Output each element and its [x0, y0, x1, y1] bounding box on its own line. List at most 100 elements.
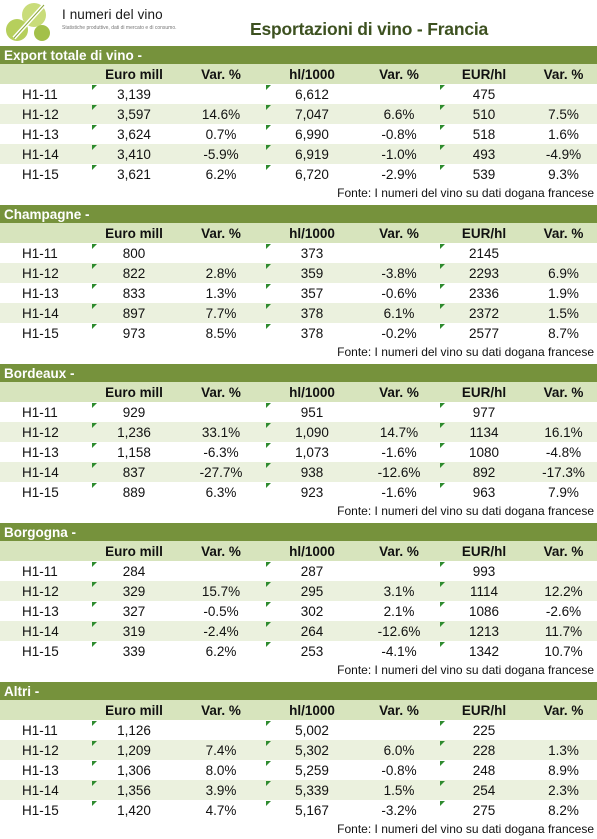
value-cell[interactable]: -12.6% [360, 621, 438, 641]
value-cell[interactable]: 493 [438, 144, 530, 164]
value-cell[interactable]: 2.1% [360, 601, 438, 621]
period-cell[interactable]: H1-11 [22, 563, 58, 579]
value-cell[interactable]: 7.7% [178, 303, 264, 323]
value-cell[interactable]: 6.9% [530, 263, 597, 283]
period-cell[interactable]: H1-12 [22, 265, 59, 281]
value-cell[interactable]: 475 [438, 84, 530, 104]
value-cell[interactable]: 8.7% [530, 323, 597, 343]
value-cell[interactable]: 3,410 [90, 144, 178, 164]
value-cell[interactable]: 1342 [438, 641, 530, 661]
value-cell[interactable]: 225 [438, 720, 530, 740]
value-cell[interactable]: 1134 [438, 422, 530, 442]
value-cell[interactable]: 897 [90, 303, 178, 323]
value-cell[interactable]: -0.2% [360, 323, 438, 343]
value-cell[interactable]: 822 [90, 263, 178, 283]
value-cell[interactable]: 3.1% [360, 581, 438, 601]
value-cell[interactable]: 977 [438, 402, 530, 422]
value-cell[interactable] [530, 84, 597, 104]
value-cell[interactable]: 8.2% [530, 800, 597, 820]
value-cell[interactable]: -2.9% [360, 164, 438, 184]
value-cell[interactable]: 6,990 [264, 124, 360, 144]
period-cell[interactable]: H1-11 [22, 86, 58, 102]
value-cell[interactable]: 5,167 [264, 800, 360, 820]
value-cell[interactable]: 1,356 [90, 780, 178, 800]
value-cell[interactable]: -4.9% [530, 144, 597, 164]
value-cell[interactable] [178, 243, 264, 263]
period-cell[interactable]: H1-13 [22, 444, 59, 460]
value-cell[interactable]: 15.7% [178, 581, 264, 601]
value-cell[interactable]: 6,612 [264, 84, 360, 104]
value-cell[interactable]: 327 [90, 601, 178, 621]
value-cell[interactable]: 5,002 [264, 720, 360, 740]
value-cell[interactable]: 2372 [438, 303, 530, 323]
value-cell[interactable]: 287 [264, 561, 360, 581]
value-cell[interactable]: 284 [90, 561, 178, 581]
value-cell[interactable]: 14.6% [178, 104, 264, 124]
value-cell[interactable]: 10.7% [530, 641, 597, 661]
value-cell[interactable]: 1.3% [530, 740, 597, 760]
value-cell[interactable]: 378 [264, 323, 360, 343]
value-cell[interactable]: 1.9% [530, 283, 597, 303]
value-cell[interactable]: 7.9% [530, 482, 597, 502]
value-cell[interactable]: 359 [264, 263, 360, 283]
value-cell[interactable]: 833 [90, 283, 178, 303]
value-cell[interactable]: 339 [90, 641, 178, 661]
period-cell[interactable]: H1-13 [22, 126, 59, 142]
value-cell[interactable]: 378 [264, 303, 360, 323]
value-cell[interactable]: -12.6% [360, 462, 438, 482]
value-cell[interactable]: -0.8% [360, 124, 438, 144]
period-cell[interactable]: H1-11 [22, 245, 58, 261]
value-cell[interactable]: 2145 [438, 243, 530, 263]
value-cell[interactable]: 12.2% [530, 581, 597, 601]
period-cell[interactable]: H1-15 [22, 166, 59, 182]
value-cell[interactable]: 2.8% [178, 263, 264, 283]
value-cell[interactable]: 1114 [438, 581, 530, 601]
value-cell[interactable]: -3.2% [360, 800, 438, 820]
period-cell[interactable]: H1-13 [22, 285, 59, 301]
period-cell[interactable]: H1-14 [22, 623, 59, 639]
period-cell[interactable]: H1-14 [22, 305, 59, 321]
value-cell[interactable] [530, 243, 597, 263]
value-cell[interactable]: 1.6% [530, 124, 597, 144]
value-cell[interactable]: 929 [90, 402, 178, 422]
value-cell[interactable]: 1,306 [90, 760, 178, 780]
value-cell[interactable]: -17.3% [530, 462, 597, 482]
value-cell[interactable]: 1,073 [264, 442, 360, 462]
value-cell[interactable]: 7.5% [530, 104, 597, 124]
value-cell[interactable]: 3.9% [178, 780, 264, 800]
value-cell[interactable]: 3,624 [90, 124, 178, 144]
value-cell[interactable]: 9.3% [530, 164, 597, 184]
value-cell[interactable] [360, 402, 438, 422]
value-cell[interactable]: 3,139 [90, 84, 178, 104]
value-cell[interactable] [360, 243, 438, 263]
value-cell[interactable]: 923 [264, 482, 360, 502]
value-cell[interactable]: 8.9% [530, 760, 597, 780]
value-cell[interactable]: 329 [90, 581, 178, 601]
value-cell[interactable]: -27.7% [178, 462, 264, 482]
value-cell[interactable] [178, 561, 264, 581]
value-cell[interactable]: 1080 [438, 442, 530, 462]
value-cell[interactable]: 1086 [438, 601, 530, 621]
period-cell[interactable]: H1-15 [22, 484, 59, 500]
period-cell[interactable]: H1-15 [22, 643, 59, 659]
value-cell[interactable]: 1.3% [178, 283, 264, 303]
value-cell[interactable]: 5,339 [264, 780, 360, 800]
value-cell[interactable]: 1,420 [90, 800, 178, 820]
value-cell[interactable]: 7,047 [264, 104, 360, 124]
value-cell[interactable]: 2336 [438, 283, 530, 303]
period-cell[interactable]: H1-12 [22, 424, 59, 440]
period-cell[interactable]: H1-12 [22, 583, 59, 599]
value-cell[interactable]: -2.6% [530, 601, 597, 621]
value-cell[interactable]: -0.8% [360, 760, 438, 780]
value-cell[interactable]: 2.3% [530, 780, 597, 800]
value-cell[interactable] [360, 84, 438, 104]
value-cell[interactable]: 892 [438, 462, 530, 482]
value-cell[interactable]: 539 [438, 164, 530, 184]
value-cell[interactable]: 264 [264, 621, 360, 641]
value-cell[interactable]: 14.7% [360, 422, 438, 442]
value-cell[interactable]: 800 [90, 243, 178, 263]
value-cell[interactable]: 7.4% [178, 740, 264, 760]
value-cell[interactable]: -2.4% [178, 621, 264, 641]
value-cell[interactable] [178, 84, 264, 104]
value-cell[interactable]: 2293 [438, 263, 530, 283]
